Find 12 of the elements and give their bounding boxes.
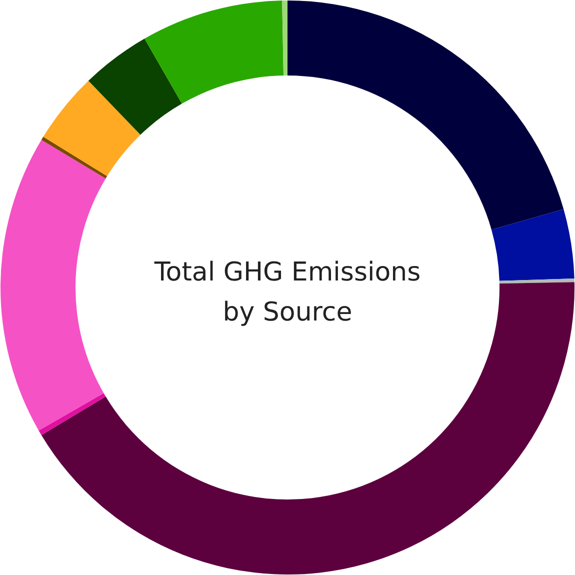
donut-slice — [499, 278, 574, 284]
donut-slice — [88, 38, 182, 135]
donut-slice — [288, 0, 564, 230]
donut-slice — [43, 80, 140, 176]
donut-slice — [0, 140, 106, 430]
donut-slice — [491, 209, 574, 281]
donut-slice — [41, 136, 108, 178]
text: Total GHG Emissions by Source — [153, 258, 421, 328]
donut-slice — [282, 0, 288, 76]
donut-slice — [41, 282, 574, 574]
donut-slice — [144, 0, 284, 104]
donut-slice — [38, 393, 106, 436]
